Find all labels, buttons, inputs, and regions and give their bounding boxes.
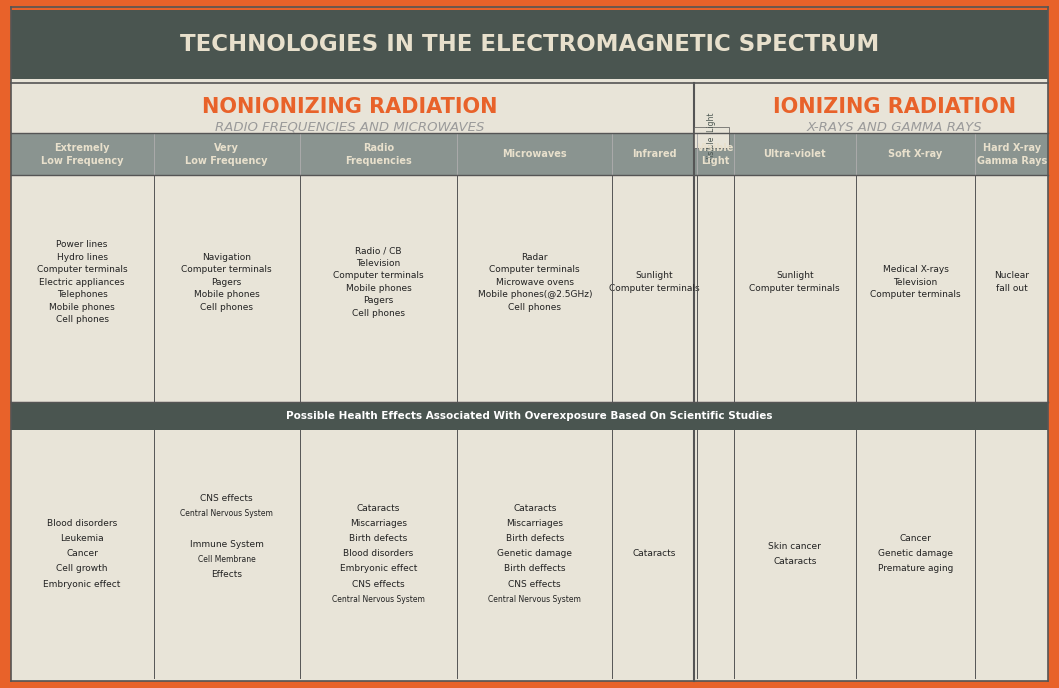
FancyBboxPatch shape bbox=[11, 79, 1048, 681]
Text: Blood disorders: Blood disorders bbox=[47, 519, 118, 528]
Text: Birth deffects: Birth deffects bbox=[504, 564, 566, 574]
FancyBboxPatch shape bbox=[8, 6, 1051, 682]
Text: Cataracts: Cataracts bbox=[514, 504, 556, 513]
Text: Birth defects: Birth defects bbox=[505, 534, 564, 544]
FancyBboxPatch shape bbox=[11, 133, 1048, 175]
Text: Nuclear
fall out: Nuclear fall out bbox=[994, 271, 1029, 293]
Text: IONIZING RADIATION: IONIZING RADIATION bbox=[773, 96, 1017, 117]
Text: CNS effects: CNS effects bbox=[200, 494, 253, 504]
Text: Premature aging: Premature aging bbox=[878, 564, 953, 574]
Text: Cell growth: Cell growth bbox=[56, 564, 108, 574]
Text: Embryonic effect: Embryonic effect bbox=[43, 579, 121, 589]
Text: Very
Low Frequency: Very Low Frequency bbox=[185, 142, 268, 166]
Text: Sunlight
Computer terminals: Sunlight Computer terminals bbox=[609, 271, 700, 293]
Text: Cell Membrane: Cell Membrane bbox=[198, 555, 255, 564]
Text: Cancer: Cancer bbox=[66, 549, 98, 559]
FancyBboxPatch shape bbox=[11, 10, 1048, 83]
Text: Radar
Computer terminals
Microwave ovens
Mobile phones(@2.5GHz)
Cell phones: Radar Computer terminals Microwave ovens… bbox=[478, 252, 592, 312]
Text: Radio
Frequencies: Radio Frequencies bbox=[345, 142, 412, 166]
Text: TECHNOLOGIES IN THE ELECTROMAGNETIC SPECTRUM: TECHNOLOGIES IN THE ELECTROMAGNETIC SPEC… bbox=[180, 33, 879, 56]
Text: Soft X-ray: Soft X-ray bbox=[889, 149, 943, 159]
FancyBboxPatch shape bbox=[11, 430, 1048, 678]
Text: Immune System: Immune System bbox=[190, 539, 264, 549]
Text: Cataracts: Cataracts bbox=[773, 557, 816, 566]
Text: Power lines
Hydro lines
Computer terminals
Electric appliances
Telephones
Mobile: Power lines Hydro lines Computer termina… bbox=[37, 240, 127, 324]
Text: NONIONIZING RADIATION: NONIONIZING RADIATION bbox=[201, 96, 498, 117]
Text: Visible
Light: Visible Light bbox=[697, 142, 734, 166]
Text: Effects: Effects bbox=[211, 570, 243, 579]
Text: RADIO FREQUENCIES AND MICROWAVES: RADIO FREQUENCIES AND MICROWAVES bbox=[215, 121, 484, 133]
Text: Central Nervous System: Central Nervous System bbox=[180, 509, 273, 519]
Text: Embryonic effect: Embryonic effect bbox=[340, 564, 417, 574]
Text: Cancer: Cancer bbox=[899, 534, 932, 544]
Text: Possible Health Effects Associated With Overexposure Based On Scientific Studies: Possible Health Effects Associated With … bbox=[286, 411, 773, 421]
Text: Birth defects: Birth defects bbox=[349, 534, 408, 544]
Text: Miscarriages: Miscarriages bbox=[506, 519, 563, 528]
Text: Cataracts: Cataracts bbox=[357, 504, 400, 513]
Text: Sunlight
Computer terminals: Sunlight Computer terminals bbox=[750, 271, 840, 293]
Text: CNS effects: CNS effects bbox=[353, 579, 405, 589]
Text: Navigation
Computer terminals
Pagers
Mobile phones
Cell phones: Navigation Computer terminals Pagers Mob… bbox=[181, 252, 272, 312]
Text: Visible  Light: Visible Light bbox=[706, 113, 716, 162]
Text: X-RAYS AND GAMMA RAYS: X-RAYS AND GAMMA RAYS bbox=[807, 121, 983, 133]
Text: Ultra-violet: Ultra-violet bbox=[764, 149, 826, 159]
FancyBboxPatch shape bbox=[11, 402, 1048, 430]
Text: Extremely
Low Frequency: Extremely Low Frequency bbox=[41, 142, 123, 166]
FancyBboxPatch shape bbox=[11, 175, 1048, 402]
Text: Microwaves: Microwaves bbox=[502, 149, 568, 159]
Text: Medical X-rays
Television
Computer terminals: Medical X-rays Television Computer termi… bbox=[870, 265, 961, 299]
Text: CNS effects: CNS effects bbox=[508, 579, 561, 589]
Text: Radio / CB
Television
Computer terminals
Mobile phones
Pagers
Cell phones: Radio / CB Television Computer terminals… bbox=[334, 246, 424, 318]
Text: Central Nervous System: Central Nervous System bbox=[488, 594, 581, 604]
Text: Skin cancer: Skin cancer bbox=[769, 541, 821, 551]
FancyBboxPatch shape bbox=[694, 127, 729, 148]
Text: Miscarriages: Miscarriages bbox=[351, 519, 407, 528]
Text: Genetic damage: Genetic damage bbox=[878, 549, 953, 559]
Text: Blood disorders: Blood disorders bbox=[343, 549, 414, 559]
Text: Cataracts: Cataracts bbox=[633, 549, 676, 559]
Text: Hard X-ray
Gamma Rays: Hard X-ray Gamma Rays bbox=[976, 142, 1047, 166]
Text: Genetic damage: Genetic damage bbox=[498, 549, 572, 559]
Text: Infrared: Infrared bbox=[632, 149, 677, 159]
Text: Leukemia: Leukemia bbox=[60, 534, 104, 544]
Text: Central Nervous System: Central Nervous System bbox=[333, 594, 425, 604]
